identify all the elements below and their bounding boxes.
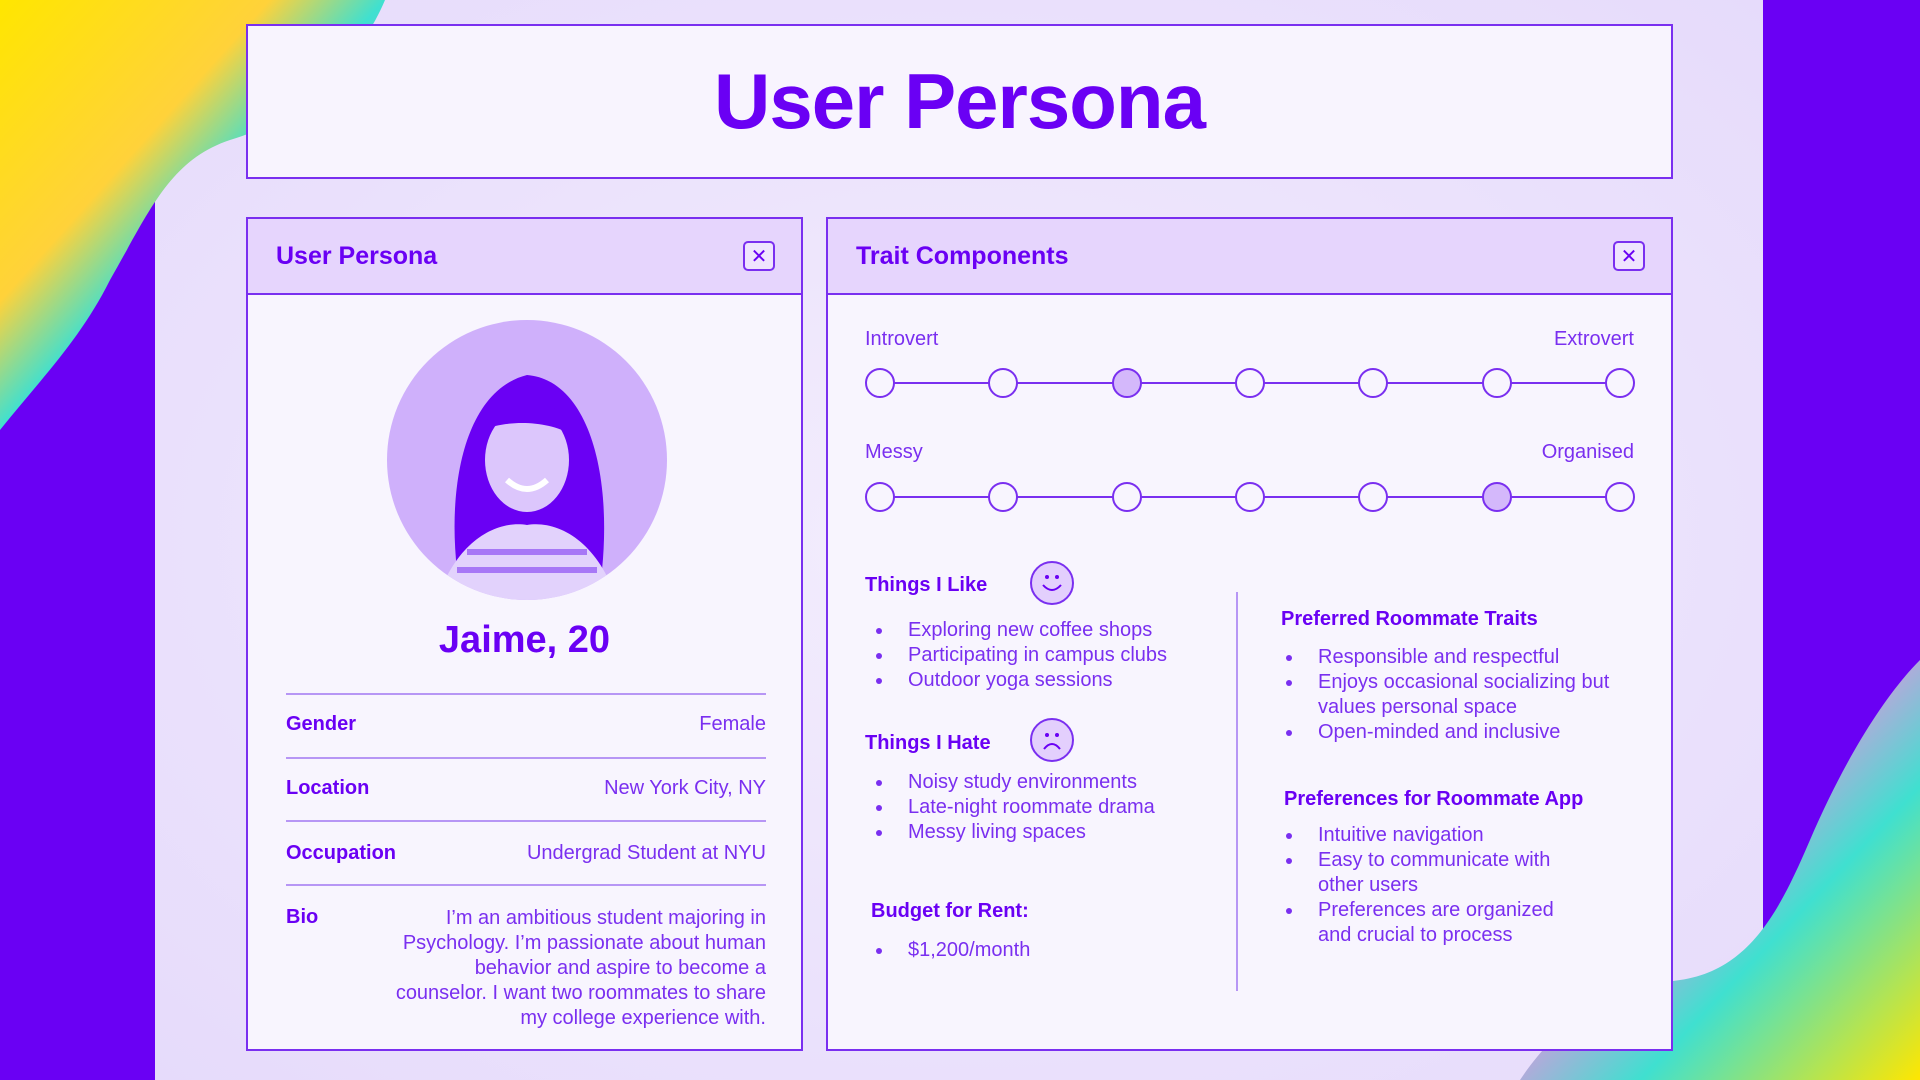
scale-option-selected[interactable] — [1481, 482, 1512, 512]
field-value: New York City, NY — [604, 777, 766, 799]
budget-heading: Budget for Rent: — [871, 900, 1029, 922]
list-item: Intuitive navigation — [1282, 823, 1592, 848]
title-banner: User Persona — [246, 24, 1673, 179]
user-persona-panel: User Persona ✕ Jaime, 20 Gender Female L… — [246, 217, 803, 1051]
likes-list: Exploring new coffee shops Participating … — [872, 618, 1167, 693]
scale-option[interactable] — [865, 368, 895, 398]
list-item: Late-night roommate drama — [872, 795, 1155, 820]
list-item: Outdoor yoga sessions — [872, 668, 1167, 693]
panel-title: User Persona — [276, 241, 438, 270]
things-i-like-heading: Things I Like — [865, 574, 988, 596]
trait-components-panel: Trait Components ✕ Introvert Extrovert M… — [826, 217, 1673, 1051]
list-item: Noisy study environments — [872, 770, 1155, 795]
scale-option[interactable] — [988, 368, 1019, 398]
panel-header: User Persona ✕ — [248, 219, 801, 295]
scale-right-label: Organised — [1541, 441, 1634, 463]
scale-right-label: Extrovert — [1553, 328, 1634, 350]
list-item: Preferences are organized and crucial to… — [1282, 898, 1592, 948]
decorative-blob-bottom-right — [1520, 660, 1920, 1080]
avatar — [387, 320, 667, 600]
column-divider — [1236, 592, 1238, 991]
list-item: $1,200/month — [872, 938, 1030, 963]
close-icon: ✕ — [1620, 245, 1638, 268]
panel-header: Trait Components ✕ — [828, 219, 1671, 295]
field-label: Location — [286, 777, 370, 799]
list-item: Participating in campus clubs — [872, 643, 1167, 668]
budget-list: $1,200/month — [872, 938, 1030, 963]
scale-option[interactable] — [1235, 482, 1265, 512]
list-item: Responsible and respectful — [1282, 645, 1612, 670]
person-photo-icon — [437, 375, 617, 600]
field-row-gender: Gender Female — [286, 693, 766, 757]
scale-option[interactable] — [865, 482, 895, 512]
field-value: Female — [699, 713, 766, 735]
introvert-extrovert-scale — [865, 366, 1635, 400]
list-item: Messy living spaces — [872, 820, 1155, 845]
list-item: Exploring new coffee shops — [872, 618, 1167, 643]
roommate-traits-list: Responsible and respectful Enjoys occasio… — [1282, 645, 1612, 745]
scale-option-selected[interactable] — [1111, 368, 1142, 398]
close-button[interactable]: ✕ — [1613, 241, 1645, 271]
smiley-face-icon — [1030, 561, 1074, 605]
scale-option[interactable] — [1605, 482, 1635, 512]
field-row-location: Location New York City, NY — [286, 757, 766, 821]
panel-title: Trait Components — [856, 241, 1069, 270]
scale-option[interactable] — [1111, 482, 1142, 512]
list-item: Easy to communicate with other users — [1282, 848, 1592, 898]
scale-option[interactable] — [1605, 368, 1635, 398]
field-label: Occupation — [286, 842, 397, 864]
scale-option[interactable] — [1358, 482, 1389, 512]
bio-text: I’m an ambitious student majoring in Psy… — [395, 907, 766, 1029]
field-label: Bio — [286, 906, 319, 928]
things-i-hate-heading: Things I Hate — [865, 732, 991, 754]
hates-list: Noisy study environments Late-night roomm… — [872, 770, 1155, 845]
list-item: Enjoys occasional socializing but values… — [1282, 670, 1612, 720]
scale-option[interactable] — [988, 482, 1019, 512]
messy-organised-scale — [865, 480, 1635, 514]
field-label: Gender — [286, 713, 357, 735]
app-preferences-heading: Preferences for Roommate App — [1284, 788, 1584, 810]
scale-left-label: Messy — [865, 441, 923, 463]
roommate-traits-heading: Preferred Roommate Traits — [1281, 608, 1538, 630]
field-value: Undergrad Student at NYU — [526, 842, 766, 864]
scale-option[interactable] — [1358, 368, 1389, 398]
persona-name: Jaime, 20 — [438, 619, 611, 661]
app-preferences-list: Intuitive navigation Easy to communicate … — [1282, 823, 1592, 948]
scale-option[interactable] — [1481, 368, 1512, 398]
field-row-bio: Bio I’m an ambitious student majoring in… — [286, 884, 766, 1029]
scale-option[interactable] — [1235, 368, 1265, 398]
sad-face-icon — [1030, 718, 1074, 762]
field-row-occupation: Occupation Undergrad Student at NYU — [286, 820, 766, 884]
list-item: Open-minded and inclusive — [1282, 720, 1612, 745]
page-title: User Persona — [714, 57, 1206, 145]
close-button[interactable]: ✕ — [743, 241, 775, 271]
close-icon: ✕ — [750, 245, 768, 268]
scale-left-label: Introvert — [865, 328, 939, 350]
